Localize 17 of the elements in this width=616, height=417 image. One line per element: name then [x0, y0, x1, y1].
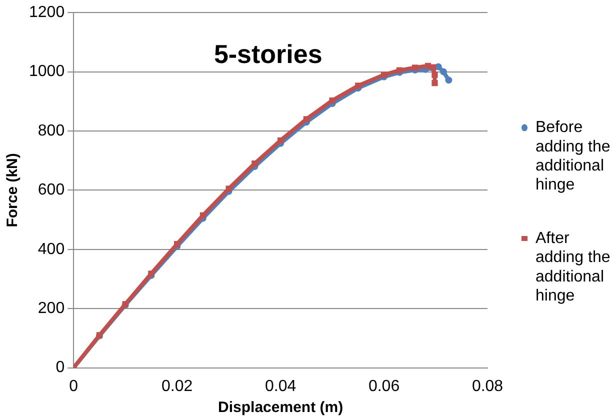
y-tick-label: 1000 — [29, 63, 65, 80]
y-tick-label: 400 — [38, 240, 65, 258]
y-tick-label: 800 — [38, 122, 65, 140]
legend-label: Before adding the additional hinge — [536, 119, 610, 194]
x-tick-label: 0.02 — [162, 378, 193, 395]
y-axis-title: Force (kN) — [4, 153, 22, 228]
text: 5-stories — [214, 38, 322, 69]
x-axis-title: Displacement (m) — [218, 399, 344, 416]
y-tick-label: 1200 — [29, 4, 65, 22]
y-tick-label: 200 — [38, 300, 65, 318]
x-tick-label: 0.08 — [472, 378, 504, 395]
y-tick-label: 600 — [38, 182, 65, 199]
x-tick-label: 0.04 — [264, 378, 296, 395]
y-tick-label: 0 — [56, 359, 65, 376]
legend-label: After adding the additional hinge — [536, 230, 610, 305]
x-tick-label: 0.06 — [368, 378, 400, 395]
x-tick-label: 0 — [69, 378, 78, 395]
